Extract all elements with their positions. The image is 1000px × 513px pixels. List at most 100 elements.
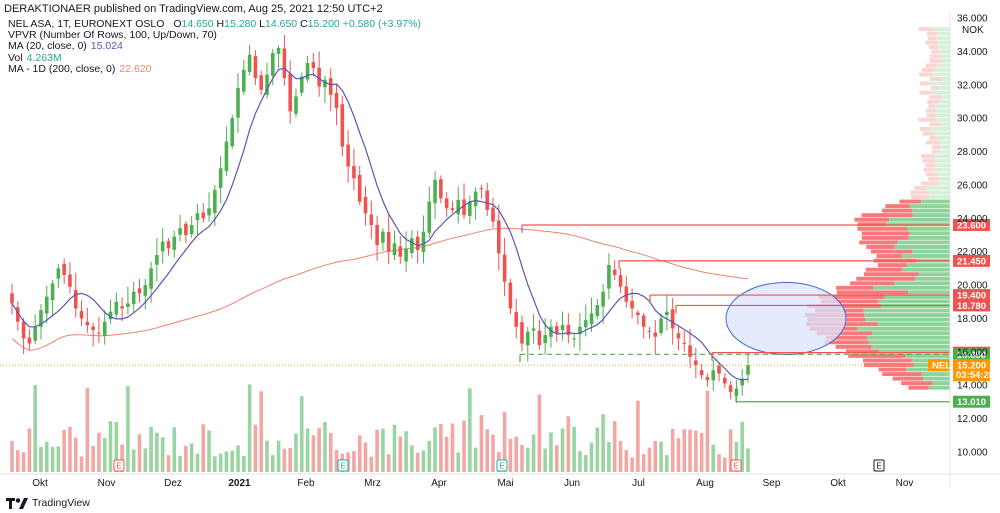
vpvr-down-78 (926, 113, 937, 118)
price-tick-1: 12.000 (957, 414, 988, 425)
vpvr-up-49 (894, 245, 950, 249)
vpvr-up-65 (937, 172, 950, 177)
candle-body-79 (468, 201, 472, 216)
candle-body-101 (595, 305, 600, 316)
legend-row-symbol[interactable]: NEL ASA, 1T, EURONEXT OSLO O14.650 H15.2… (8, 18, 421, 30)
volume-bar-96 (566, 416, 571, 472)
vpvr-up-29 (866, 335, 950, 340)
candle-body-53 (317, 67, 321, 87)
candle-body-114 (670, 309, 675, 329)
price-tick-6: 22.000 (957, 247, 988, 258)
legend-row-ma200[interactable]: MA - 1D (200, close, 0) 22.620 (8, 63, 421, 75)
vpvr-up-91 (940, 54, 950, 59)
vpvr-down-68 (922, 158, 936, 163)
vpvr-up-38 (884, 294, 950, 299)
volume-bar-123 (723, 457, 727, 472)
vpvr-up-60 (929, 195, 950, 199)
price-tick-11: 32.000 (957, 80, 988, 91)
legend-vol-label: Vol (8, 51, 23, 64)
volume-bar-80 (473, 447, 478, 472)
volume-bar-100 (589, 442, 594, 472)
candle-body-69 (410, 238, 414, 253)
candle-body-6 (44, 296, 49, 314)
volume-bar-117 (688, 429, 692, 472)
candle-body-39 (236, 88, 240, 118)
volume-bar-30 (184, 445, 188, 472)
volume-bar-65 (386, 454, 391, 472)
volume-bar-40 (242, 455, 246, 472)
candles[interactable] (10, 34, 750, 404)
vpvr-down-27 (835, 344, 872, 349)
horizontal-levels[interactable]: 23.60021.45019.40018.78015.95015.85013.0… (0, 218, 994, 408)
volume-bar-86 (508, 438, 513, 472)
vpvr-down-88 (921, 67, 935, 72)
vpvr-up-44 (902, 267, 950, 272)
candle-body-77 (456, 199, 461, 215)
time-tick-2: Dez (164, 478, 182, 489)
candle-body-116 (682, 342, 687, 344)
vpvr-up-26 (878, 349, 950, 354)
vpvr-up-62 (925, 185, 950, 190)
earnings-box-4 (873, 459, 885, 472)
earnings-marker-4[interactable]: E (873, 459, 885, 472)
price-axis[interactable]: 10.000 12.000 14.000 16.000 18.000 20.000 22.0… (949, 12, 988, 488)
candle-body-74 (439, 179, 443, 199)
time-tick-5: Mrz (364, 478, 381, 489)
volume-bar-33 (201, 424, 206, 472)
candle-body-37 (224, 141, 229, 171)
legend-row-vpvr[interactable]: VPVR (Number Of Rows, 100, Up/Down, 70) (8, 30, 421, 41)
vpvr-down-43 (863, 272, 919, 277)
vpvr-down-51 (861, 235, 909, 240)
volume-bar-76 (450, 423, 455, 472)
vpvr-down-92 (931, 49, 939, 54)
candle-body-83 (491, 207, 495, 222)
volume-cluster-ellipse[interactable] (725, 281, 847, 355)
time-tick-0: Okt (32, 478, 48, 489)
candle-body-9 (62, 263, 66, 276)
vpvr-up-55 (889, 217, 950, 222)
candle-body-105 (618, 275, 623, 287)
candle-body-123 (723, 377, 727, 384)
tradingview-footer[interactable]: TradingView (6, 497, 90, 509)
time-tick-1: Nov (98, 478, 116, 489)
time-axis[interactable]: Okt Nov Dez 2021 Feb Mrz Apr Mai Jun Jul Aug Sep Okt… (0, 473, 1000, 489)
vpvr-down-64 (928, 176, 940, 181)
ma200-path (11, 227, 749, 351)
earnings-marker-0[interactable]: E (113, 459, 125, 472)
candle-body-38 (230, 118, 235, 147)
earnings-text-4: E (876, 462, 881, 471)
volume-bar-0 (10, 441, 14, 472)
volume-bar-101 (595, 427, 600, 472)
last-price-countdown-text: 03:54:28 (956, 370, 994, 381)
candle-body-45 (270, 53, 275, 76)
vpvr-up-58 (909, 204, 950, 209)
vpvr-down-95 (927, 36, 937, 41)
last-price-value-text: 15.200 (957, 361, 986, 372)
volume-bar-52 (311, 435, 316, 472)
volume-bar-55 (328, 433, 333, 472)
vpvr-up-72 (939, 140, 950, 145)
candle-body-81 (479, 188, 484, 190)
volume-bar-106 (624, 449, 629, 472)
level-tag-text-0: 23.600 (957, 220, 986, 231)
vpvr-up-45 (906, 263, 950, 268)
legend-row-vol[interactable]: Vol 4.263M (8, 51, 421, 64)
price-tick-10: 30.000 (957, 114, 988, 125)
vpvr-up-48 (912, 249, 950, 254)
vpvr-up-61 (929, 190, 950, 195)
earnings-marker-2[interactable]: E (496, 459, 508, 472)
candle-body-61 (363, 196, 368, 214)
candle-body-113 (665, 311, 669, 316)
candle-body-91 (537, 330, 542, 346)
earnings-marker-3[interactable]: E (730, 459, 742, 472)
candle-body-33 (201, 212, 206, 219)
candle-body-60 (357, 174, 362, 202)
volume-bar-95 (560, 428, 565, 472)
vpvr-up-70 (939, 149, 950, 154)
earnings-marker-1[interactable]: E (337, 459, 349, 472)
volume-bar-68 (404, 431, 408, 472)
legend-row-ma20[interactable]: MA (20, close, 0) 15.024 (8, 41, 421, 52)
candle-body-17 (108, 311, 113, 320)
